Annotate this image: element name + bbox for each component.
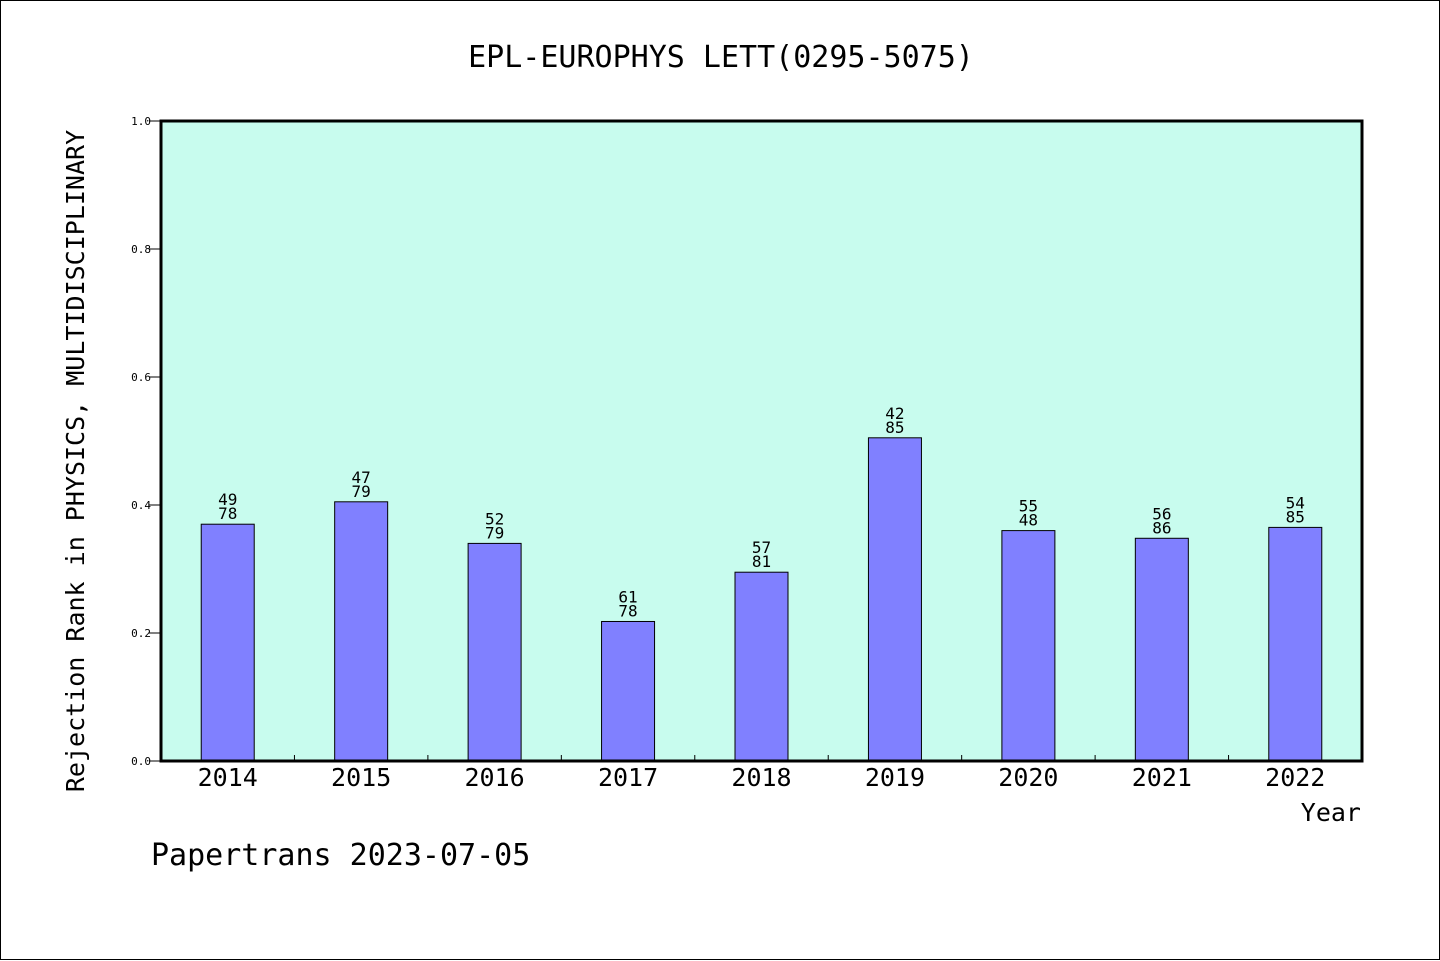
chart-title: EPL-EUROPHYS LETT(0295-5075) [468,40,974,75]
bar-label-top: 49 [218,490,237,509]
bar-label-top: 42 [885,404,904,423]
bar [467,542,522,762]
bar [1134,537,1189,762]
y-axis: 0.0 0.2 0.4 0.6 0.8 1.0 [131,115,161,768]
bar-label-bottom: 85 [885,418,904,437]
bar-label-top: 57 [752,538,771,557]
bars [200,437,1323,762]
x-tick-label: 2014 [198,763,258,792]
bar [1268,526,1323,762]
y-tick-label: 0.8 [131,243,151,256]
x-tick-label: 2018 [731,763,791,792]
bar-label-top: 47 [352,468,371,487]
bar-label-bottom: 78 [618,601,637,620]
bar-label-bottom: 79 [485,523,504,542]
x-tick-label: 2015 [331,763,391,792]
plot-border [159,119,1364,763]
bar-label-bottom: 86 [1152,518,1171,537]
bar-label-bottom: 85 [1286,507,1305,526]
bar [200,523,255,762]
footer-credit: Papertrans 2023-07-05 [151,838,530,873]
bar-label-bottom: 79 [352,482,371,501]
y-tick-label: 0.2 [131,627,151,640]
bar [601,620,656,762]
x-axis: 2014 2015 2016 2017 2018 2019 2020 2021 2022 [198,755,1325,792]
bar [1001,530,1056,762]
y-tick-label: 1.0 [131,115,151,128]
bar [867,437,922,762]
bar-label-top: 52 [485,509,504,528]
bar-label-top: 61 [618,587,637,606]
bar-label-top: 54 [1286,493,1305,512]
x-tick-label: 2020 [998,763,1058,792]
x-axis-label: Year [1301,798,1361,827]
bar-label-top: 55 [1019,497,1038,516]
bar [334,501,389,762]
bar-label-bottom: 78 [218,504,237,523]
y-tick-label: 0.4 [131,499,151,512]
x-tick-label: 2021 [1132,763,1192,792]
y-axis-label: Rejection Rank in PHYSICS, MULTIDISCIPLI… [61,130,90,792]
y-tick-label: 0.6 [131,371,151,384]
x-tick-label: 2019 [865,763,925,792]
bar-label-bottom: 81 [752,552,771,571]
x-tick-label: 2016 [465,763,525,792]
x-tick-label: 2022 [1265,763,1325,792]
bar-label-bottom: 48 [1019,511,1038,530]
y-tick-label: 0.0 [131,755,151,768]
x-tick-label: 2017 [598,763,658,792]
bar-label-top: 56 [1152,504,1171,523]
bar [734,571,789,762]
